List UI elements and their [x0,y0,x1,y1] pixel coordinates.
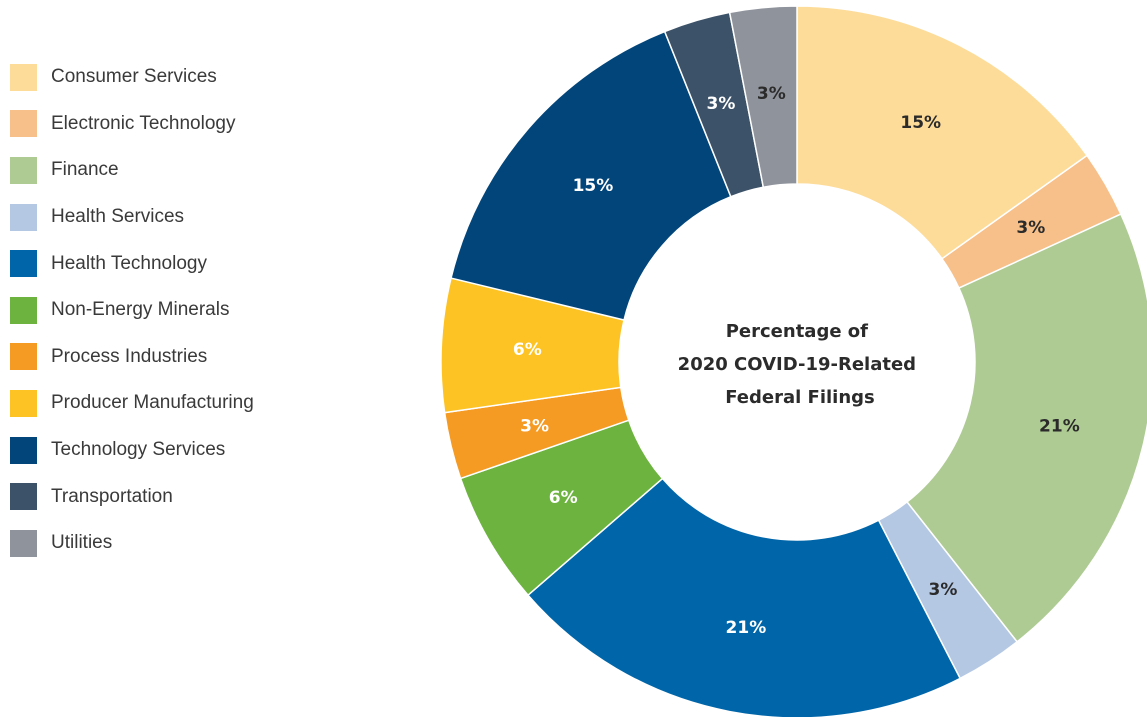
legend-label: Health Services [51,206,185,228]
slice-health-technology [526,477,962,717]
legend-item-finance: Finance [10,147,310,194]
legend-item-process-industries: Process Industries [10,334,310,381]
legend-swatch [10,203,37,231]
legend-label: Process Industries [51,345,208,367]
center-title-line-1: Percentage of [726,321,868,342]
legend: Consumer Services Electronic Technology … [10,54,310,567]
slice-label-consumer-services: 15% [900,113,941,133]
legend-label: Utilities [51,532,113,554]
legend-item-utilities: Utilities [10,520,310,567]
legend-label: Technology Services [51,439,226,461]
legend-label: Health Technology [51,252,207,274]
legend-label: Producer Manufacturing [51,392,254,414]
legend-swatch [10,483,37,511]
legend-label: Consumer Services [51,66,217,88]
center-title: Percentage of 2020 COVID-19-Related Fede… [678,321,923,408]
slice-labels: 15% 3% 21% 3% 21% 6% 3% 6% 15% 3% 3% [513,84,1080,638]
legend-swatch [10,63,37,91]
slice-consumer-services [796,5,1089,260]
slice-technology-services [450,30,732,321]
legend-item-producer-manufacturing: Producer Manufacturing [10,380,310,427]
legend-item-health-technology: Health Technology [10,240,310,287]
legend-item-consumer-services: Consumer Services [10,54,310,101]
slice-label-finance: 21% [1039,417,1080,437]
slice-label-health-services: 3% [929,580,958,600]
center-title-line-3: Federal Filings [725,387,875,408]
slice-label-electronic-technology: 3% [1016,218,1045,238]
slice-utilities [728,5,798,189]
legend-swatch [10,156,37,184]
legend-swatch [10,529,37,557]
legend-label: Finance [51,159,119,181]
legend-item-health-services: Health Services [10,194,310,241]
donut-slices [440,5,1147,717]
legend-label: Non-Energy Minerals [51,299,230,321]
slice-label-technology-services: 15% [573,176,614,196]
slice-label-producer-manufacturing: 6% [513,340,542,360]
legend-item-non-energy-minerals: Non-Energy Minerals [10,287,310,334]
slice-label-non-energy-minerals: 6% [549,488,578,508]
slice-label-process-industries: 3% [520,417,549,437]
legend-label: Transportation [51,485,173,507]
legend-swatch [10,250,37,278]
slice-label-utilities: 3% [757,84,786,104]
center-title-line-2: 2020 COVID-19-Related [678,354,916,375]
slice-finance [905,213,1147,643]
legend-swatch [10,436,37,464]
legend-swatch [10,110,37,138]
legend-swatch [10,296,37,324]
legend-label: Electronic Technology [51,112,236,134]
legend-swatch [10,389,37,417]
slice-label-transportation: 3% [706,94,735,114]
slice-label-health-technology: 21% [726,618,767,638]
legend-item-technology-services: Technology Services [10,427,310,474]
legend-item-transportation: Transportation [10,473,310,520]
legend-item-electronic-technology: Electronic Technology [10,101,310,148]
legend-swatch [10,343,37,371]
